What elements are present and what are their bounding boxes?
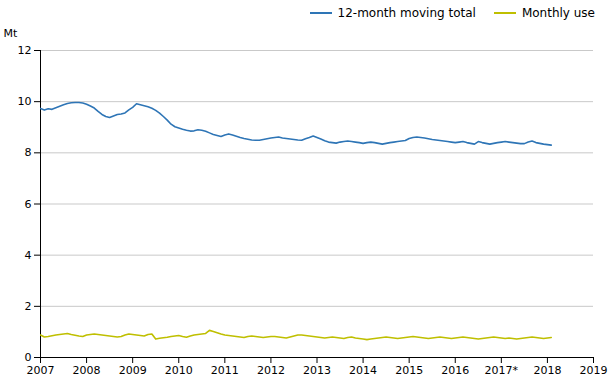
svg-text:4: 4 [25,249,32,262]
html-text:12-month moving total: 12-month moving total [337,6,476,20]
svg-text:12: 12 [18,44,32,57]
svg-text:2015: 2015 [395,364,423,377]
svg-text:2019: 2019 [580,364,608,377]
svg-text:2018: 2018 [533,364,561,377]
svg-text:2007: 2007 [27,364,55,377]
html-text:Monthly use: Monthly use [521,6,595,20]
svg-text:2017*: 2017* [485,364,519,377]
svg-text:2014: 2014 [349,364,377,377]
svg-text:6: 6 [25,198,32,211]
svg-text:Mt: Mt [4,27,18,40]
svg-text:2009: 2009 [119,364,147,377]
svg-text:2016: 2016 [441,364,469,377]
svg-text:10: 10 [18,95,32,108]
svg-text:2010: 2010 [165,364,193,377]
svg-text:2: 2 [25,300,32,313]
svg-text:8: 8 [25,146,32,159]
svg-text:2011: 2011 [211,364,239,377]
svg-text:2012: 2012 [257,364,285,377]
svg-text:0: 0 [25,351,32,364]
svg-text:2008: 2008 [73,364,101,377]
svg-text:2013: 2013 [303,364,331,377]
